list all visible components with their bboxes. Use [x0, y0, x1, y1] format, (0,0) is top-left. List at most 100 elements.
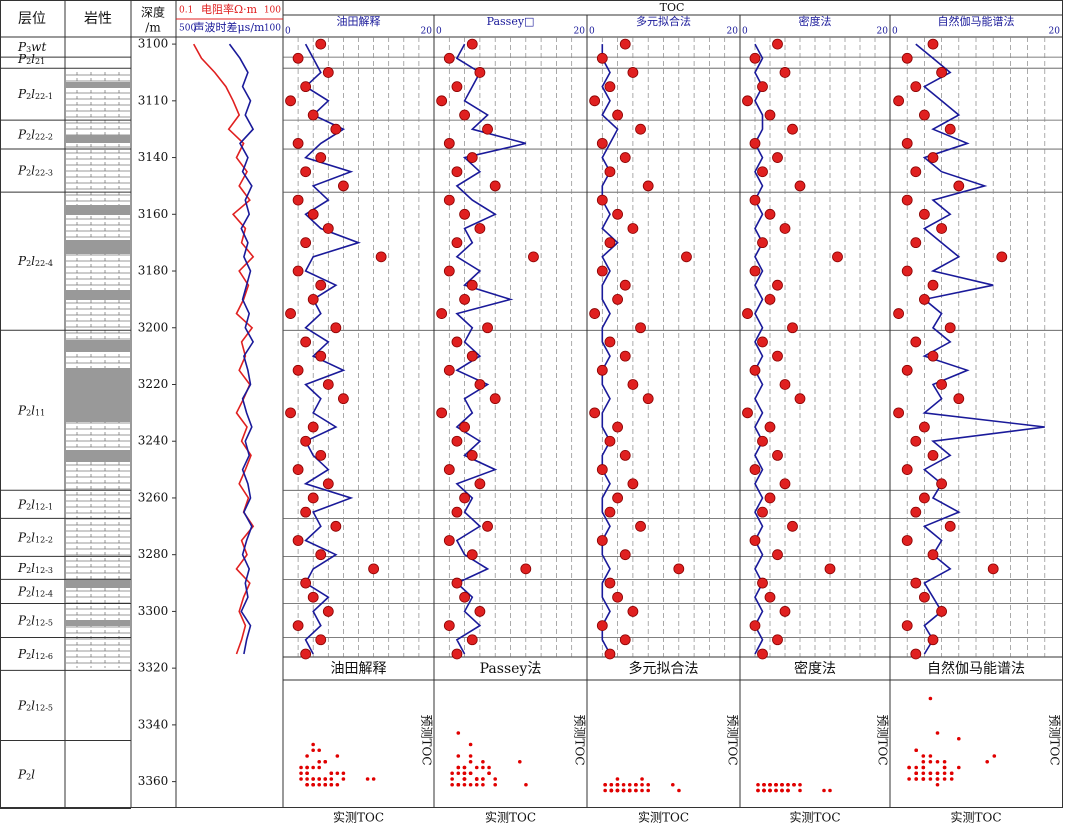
layer-label-sub2: 11 [35, 408, 45, 417]
measured-toc [459, 293, 471, 305]
crossplot-point [311, 765, 315, 770]
depth-tick-label: 3260 [138, 490, 169, 504]
crossplot-point [949, 771, 954, 776]
measured-toc [619, 152, 631, 163]
measured-toc [772, 450, 783, 461]
measured-toc [742, 95, 753, 107]
measured-toc [757, 435, 768, 447]
measured-toc [459, 591, 471, 603]
crossplot-point [317, 782, 322, 787]
layer-label: P2l12-2 [17, 530, 53, 545]
crossplot-point [774, 782, 778, 787]
measured-toc [451, 648, 463, 660]
layer-label-sub1: 2 [26, 652, 31, 661]
track-max: 20 [1049, 27, 1061, 37]
layer-label-sub1: 2 [26, 566, 31, 575]
toc-curve [754, 43, 764, 655]
crossplot-point [317, 765, 322, 770]
measured-toc [619, 350, 631, 362]
crossplot-point [305, 782, 309, 787]
layer-label-base: P [17, 497, 27, 511]
layer-label-letter: l [31, 530, 35, 544]
measured-toc [315, 38, 327, 50]
measured-toc [757, 577, 768, 589]
measured-toc [466, 279, 478, 291]
measured-toc [285, 95, 296, 107]
crossplot-point [671, 782, 675, 787]
crossplot-point [329, 782, 334, 787]
track-min: 0 [589, 27, 595, 37]
measured-toc [489, 393, 501, 405]
measured-toc [604, 81, 616, 93]
crossplot-point [518, 759, 522, 764]
measured-toc [936, 379, 947, 390]
measured-toc [824, 563, 836, 575]
measured-toc [927, 350, 939, 362]
crossplot-title: 多元拟合法 [629, 660, 699, 677]
measured-toc [459, 208, 471, 220]
layer-label-sub2: 12-6 [35, 652, 53, 661]
crossplot-point [462, 771, 467, 776]
crossplot-point [640, 782, 644, 787]
measured-toc [927, 279, 939, 291]
measured-toc [901, 265, 913, 277]
layer-label-sub1: 2 [26, 589, 31, 598]
crossplot-xlabel: 实测TOC [638, 810, 689, 825]
measured-toc [953, 393, 965, 405]
measured-toc [285, 308, 296, 319]
crossplot-title: 自然伽马能谱法 [927, 660, 1025, 677]
crossplot-point [914, 748, 918, 753]
measured-toc [927, 38, 939, 50]
measured-toc [936, 606, 947, 617]
crossplot-point [957, 765, 961, 770]
crossplot-point [481, 777, 485, 781]
measured-toc [635, 520, 646, 532]
measured-toc [612, 421, 623, 433]
measured-toc [901, 535, 913, 546]
crossplot-point [609, 788, 614, 793]
measured-toc [749, 52, 761, 64]
measured-toc [787, 520, 798, 532]
depth-tick-label: 3200 [138, 320, 169, 334]
measured-toc [307, 109, 319, 121]
measured-toc [307, 293, 319, 305]
crossplot-point [798, 788, 802, 793]
measured-toc [893, 407, 904, 419]
layer-label-sub1: 2 [26, 502, 31, 511]
crossplot-point [323, 759, 328, 764]
measured-toc [619, 549, 631, 561]
crossplot-point [474, 777, 479, 781]
crossplot-point [634, 788, 638, 793]
crossplot-point [640, 788, 644, 793]
measured-toc [451, 577, 463, 589]
crossplot-point [921, 759, 926, 764]
layer-label-base: P [17, 584, 27, 598]
layer-label: P2l22-1 [17, 87, 53, 102]
crossplot-point [928, 696, 933, 701]
layer-label-sub2: 21 [35, 57, 45, 66]
crossplot-point [768, 782, 772, 787]
layer-label: P2l22-3 [17, 163, 53, 178]
crossplot-xlabel: 实测TOC [485, 810, 536, 825]
depth-tick-label: 3240 [138, 434, 169, 448]
toc-curve [303, 43, 361, 655]
crossplot-point [914, 777, 918, 781]
resistivity-min: 0.1 [179, 6, 193, 16]
measured-toc [927, 152, 939, 163]
measured-toc [604, 237, 616, 249]
crossplot-point [928, 771, 933, 776]
crossplot-point [780, 782, 784, 787]
measured-toc [749, 535, 761, 546]
crossplot-point [942, 777, 947, 781]
measured-toc [589, 308, 601, 319]
crossplot-point [957, 736, 961, 741]
layer-label: P2l12-5 [17, 698, 53, 713]
measured-toc [612, 109, 623, 121]
crossplot-point [305, 765, 309, 770]
measured-toc [772, 634, 783, 646]
measured-toc [901, 137, 913, 149]
measured-toc [787, 322, 798, 334]
depth-tick-label: 3160 [138, 207, 169, 221]
measured-toc [300, 166, 312, 178]
measured-toc [300, 506, 312, 518]
